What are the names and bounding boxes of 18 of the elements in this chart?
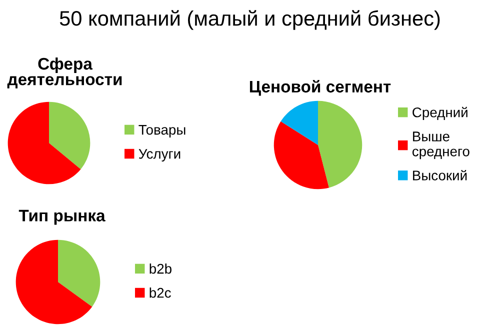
pie-slice <box>274 121 329 190</box>
pie-slice <box>16 240 92 324</box>
legend-label: Товары <box>138 125 186 138</box>
text: 50 компаний (малый и средний бизнес) <box>60 10 440 30</box>
legend-label: Услуги <box>138 149 180 162</box>
pie-slice <box>58 240 100 307</box>
legend-label: b2c <box>150 288 171 298</box>
pie-slice <box>280 100 318 145</box>
legend-label: Средний <box>412 106 468 120</box>
chart-title: Тип рынка <box>18 210 106 225</box>
chart-title: Ценовой сегмент <box>250 80 391 96</box>
pie-slice <box>8 102 81 184</box>
legend-label: Высокий <box>413 170 467 180</box>
legend-label: Выше среднего <box>412 132 470 160</box>
pie-slice <box>318 100 362 188</box>
legend-label: b2b <box>150 263 172 274</box>
chart-title: Сфера деятельности <box>7 57 122 88</box>
pie-slice <box>49 102 90 170</box>
